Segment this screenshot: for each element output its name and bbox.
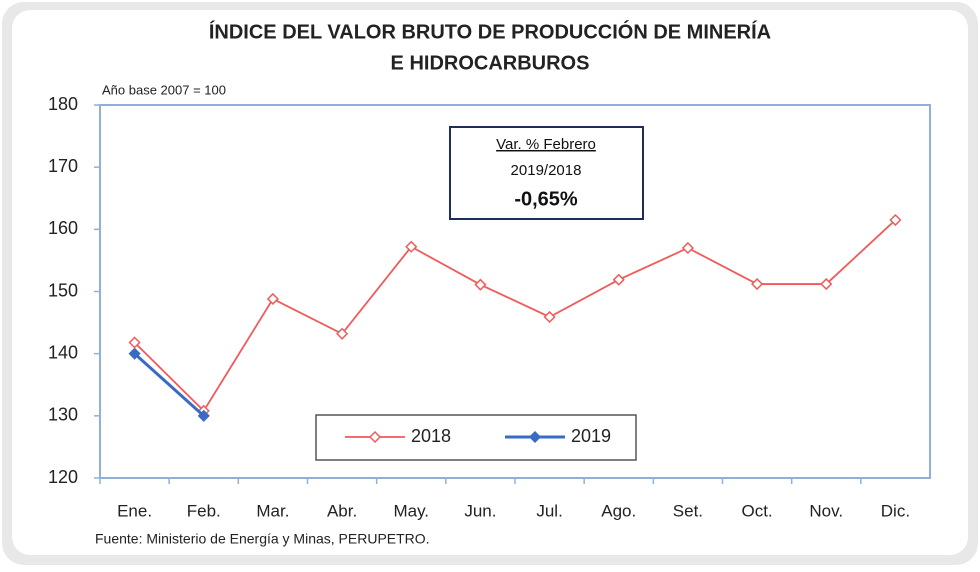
marker bbox=[889, 213, 902, 227]
source: Fuente: Ministerio de Energía y Minas, P… bbox=[95, 531, 430, 547]
annotation: -0,65% bbox=[514, 188, 578, 210]
x-tick-label: May. bbox=[393, 501, 429, 520]
marker bbox=[751, 277, 764, 291]
marker bbox=[128, 336, 141, 349]
legend-marker bbox=[528, 430, 542, 444]
x-tick-label: Set. bbox=[673, 501, 703, 520]
marker bbox=[336, 327, 349, 340]
chart-title: ÍNDICE DEL VALOR BRUTO DE PRODUCCIÓN DE … bbox=[209, 19, 771, 43]
line bbox=[133, 352, 205, 417]
y-tick-label: 130 bbox=[48, 405, 78, 425]
annotation: Var. % Febrero bbox=[496, 136, 596, 153]
y-tick-label: 140 bbox=[48, 342, 78, 362]
y-tick-label: 160 bbox=[48, 218, 78, 238]
x-tick-label: Jul. bbox=[536, 501, 562, 520]
marker bbox=[128, 347, 141, 360]
line bbox=[133, 219, 897, 413]
y-tick-label: 150 bbox=[48, 280, 78, 300]
marker bbox=[612, 273, 625, 286]
marker bbox=[681, 241, 694, 255]
y-tick-label: 120 bbox=[48, 467, 78, 487]
x-tick-label: Mar. bbox=[256, 501, 289, 520]
marker bbox=[197, 409, 210, 422]
marker bbox=[266, 292, 279, 306]
annotation-box bbox=[449, 126, 644, 220]
y-tick-label: 170 bbox=[48, 156, 78, 176]
marker bbox=[474, 278, 487, 291]
annotation: 2019/2018 bbox=[511, 162, 582, 179]
x-tick-label: Abr. bbox=[327, 501, 357, 520]
legend-marker bbox=[368, 430, 382, 444]
x-tick-label: Dic. bbox=[881, 501, 910, 520]
y-tick-label: 180 bbox=[48, 94, 78, 114]
x-tick-label: Ago. bbox=[601, 501, 636, 520]
x-tick-label: Nov. bbox=[809, 501, 843, 520]
x-tick-label: Oct. bbox=[741, 501, 772, 520]
x-tick-label: Ene. bbox=[117, 501, 152, 520]
x-tick-label: Jun. bbox=[464, 501, 496, 520]
x-tick-label: Feb. bbox=[187, 501, 221, 520]
legend-label: 2019 bbox=[571, 426, 611, 446]
subtitle: Año base 2007 = 100 bbox=[102, 82, 226, 97]
marker bbox=[543, 310, 556, 324]
legend-label: 2018 bbox=[411, 426, 451, 446]
chart-title: E HIDROCARBUROS bbox=[391, 52, 590, 74]
marker bbox=[820, 277, 833, 291]
marker bbox=[405, 240, 418, 253]
